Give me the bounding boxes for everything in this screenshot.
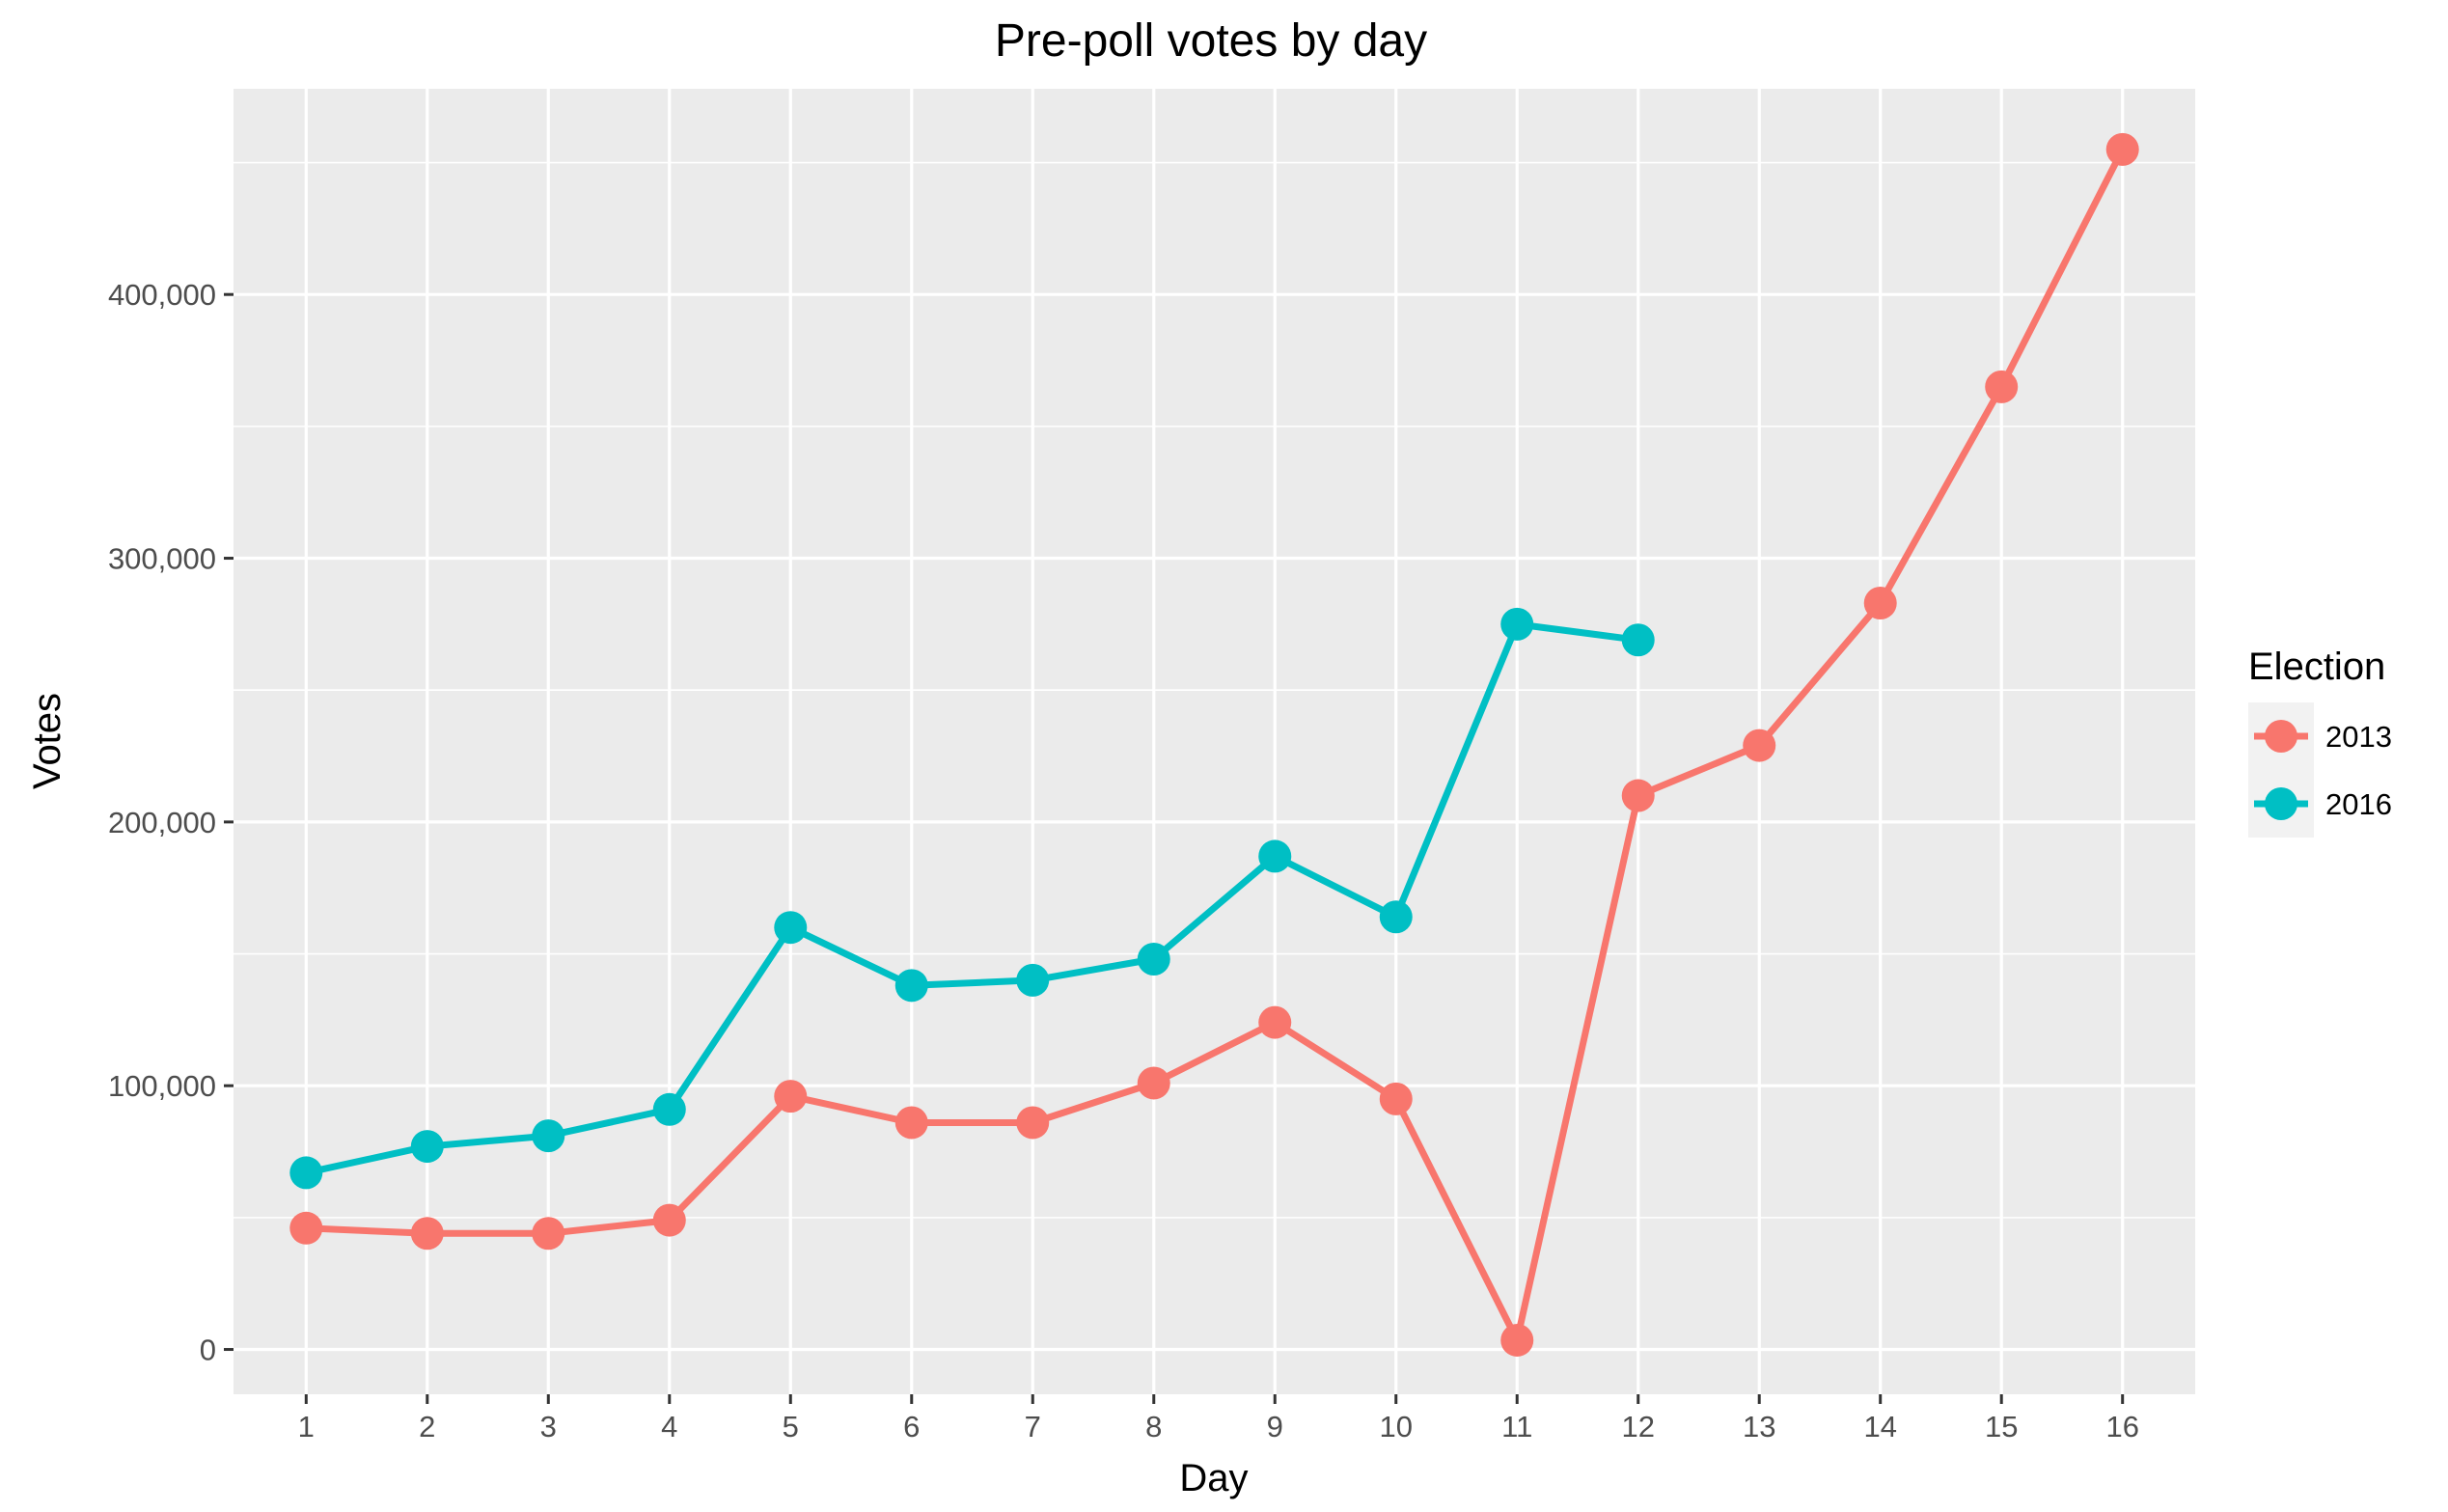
x-tick-label: 8: [1145, 1410, 1162, 1443]
y-tick-label: 400,000: [108, 278, 216, 312]
x-tick-label: 15: [1985, 1410, 2018, 1443]
data-point-2013: [1863, 587, 1897, 619]
data-point-2013: [1621, 779, 1655, 812]
data-point-2016: [1379, 900, 1413, 934]
chart-title: Pre-poll votes by day: [995, 15, 1427, 67]
data-point-2013: [652, 1203, 686, 1237]
y-axis-title: Votes: [26, 693, 69, 789]
data-point-2013: [1743, 729, 1776, 762]
data-point-2016: [1137, 943, 1170, 976]
legend-items: 2013 2016: [2248, 702, 2392, 838]
x-tick-label: 2: [419, 1410, 435, 1443]
x-tick-label: 14: [1863, 1410, 1896, 1443]
data-point-2013: [289, 1211, 323, 1245]
legend-label-2016: 2016: [2325, 787, 2392, 821]
x-tick-label: 13: [1743, 1410, 1775, 1443]
x-tick-label: 7: [1025, 1410, 1041, 1443]
x-axis: 1 2 3 4 5 6 7 8 9 10 11 12 13 14 15 16: [298, 1394, 2139, 1443]
x-tick-label: 10: [1379, 1410, 1412, 1443]
data-point-2013: [1258, 1005, 1292, 1039]
x-tick-label: 12: [1621, 1410, 1654, 1443]
data-point-2016: [774, 911, 808, 945]
data-point-2016: [1016, 963, 1050, 997]
series-line-2013: [302, 146, 2127, 1344]
data-point-2016: [652, 1092, 686, 1126]
data-point-2013: [1379, 1082, 1413, 1115]
data-point-2013: [532, 1217, 565, 1251]
data-point-2013: [1016, 1106, 1050, 1140]
legend-label-2013: 2013: [2325, 720, 2392, 754]
x-tick-label: 3: [540, 1410, 557, 1443]
legend-title: Election: [2248, 646, 2385, 688]
x-tick-label: 5: [783, 1410, 799, 1443]
series-layer: [289, 132, 2139, 1357]
data-point-2013: [1985, 370, 2019, 403]
legend: Election 2013 2016: [2248, 646, 2392, 838]
x-axis-title: Day: [1179, 1457, 1248, 1499]
data-point-2016: [894, 969, 928, 1003]
y-axis: 0 100,000 200,000 300,000 400,000: [108, 278, 234, 1367]
data-point-2013: [1500, 1323, 1534, 1357]
y-tick-label: 0: [200, 1333, 216, 1367]
data-point-2013: [2105, 132, 2139, 166]
data-point-2013: [410, 1217, 444, 1251]
x-tick-label: 11: [1501, 1410, 1532, 1443]
data-point-2016: [1621, 623, 1655, 657]
data-point-2013: [894, 1106, 928, 1140]
data-point-2016: [289, 1156, 323, 1190]
grid-major: [234, 89, 2195, 1394]
plot-panel: [234, 89, 2195, 1394]
x-tick-label: 9: [1267, 1410, 1283, 1443]
x-tick-label: 1: [298, 1410, 315, 1443]
grid-minor: [234, 161, 2195, 1219]
data-point-2013: [774, 1080, 808, 1113]
legend-key-point-2016: [2265, 787, 2297, 820]
series-line-2016: [302, 620, 1642, 1176]
data-point-2016: [1258, 839, 1292, 873]
data-point-2016: [1500, 607, 1534, 641]
data-point-2016: [532, 1119, 565, 1153]
x-tick-label: 16: [2105, 1410, 2138, 1443]
legend-key-point-2013: [2265, 720, 2297, 753]
y-tick-label: 100,000: [108, 1069, 216, 1103]
x-tick-label: 6: [903, 1410, 920, 1443]
x-tick-label: 4: [661, 1410, 677, 1443]
data-point-2016: [410, 1130, 444, 1164]
data-point-2013: [1137, 1066, 1170, 1100]
y-tick-label: 300,000: [108, 542, 216, 576]
y-tick-label: 200,000: [108, 806, 216, 839]
